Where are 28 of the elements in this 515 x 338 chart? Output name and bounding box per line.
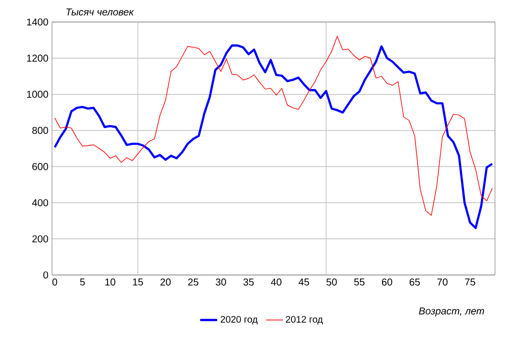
legend-label: 2020 год bbox=[220, 316, 258, 324]
y-tick-label: 0 bbox=[43, 271, 48, 279]
y-tick-label: 400 bbox=[32, 199, 48, 206]
y-tick-label: 200 bbox=[32, 235, 48, 242]
y-tick-label: 800 bbox=[32, 126, 48, 134]
x-tick-label: 50 bbox=[326, 278, 337, 286]
x-tick-label: 60 bbox=[382, 278, 392, 286]
x-tick-label: 75 bbox=[465, 278, 476, 286]
y-tick-label: 600 bbox=[32, 163, 48, 170]
x-tick-label: 40 bbox=[270, 278, 282, 286]
y-tick-label: 1200 bbox=[27, 54, 48, 62]
x-tick-label: 5 bbox=[80, 278, 85, 286]
chart-title: Тысяч человек bbox=[66, 8, 134, 16]
x-tick-label: 45 bbox=[298, 278, 310, 286]
x-tick-label: 65 bbox=[410, 278, 420, 286]
y-tick-label: 1400 bbox=[27, 18, 48, 26]
x-axis-title: Возраст, лет bbox=[418, 308, 484, 316]
x-tick-label: 20 bbox=[160, 278, 171, 286]
x-tick-label: 30 bbox=[216, 278, 226, 286]
legend-label: 2012 год bbox=[286, 316, 323, 324]
y-tick-label: 1000 bbox=[27, 90, 48, 98]
x-tick-label: 25 bbox=[188, 278, 198, 286]
x-tick-label: 10 bbox=[105, 278, 116, 286]
x-tick-label: 55 bbox=[354, 278, 364, 286]
x-tick-label: 70 bbox=[437, 278, 448, 286]
x-tick-label: 35 bbox=[243, 278, 254, 286]
x-tick-label: 0 bbox=[52, 278, 58, 286]
x-tick-label: 15 bbox=[133, 278, 143, 286]
